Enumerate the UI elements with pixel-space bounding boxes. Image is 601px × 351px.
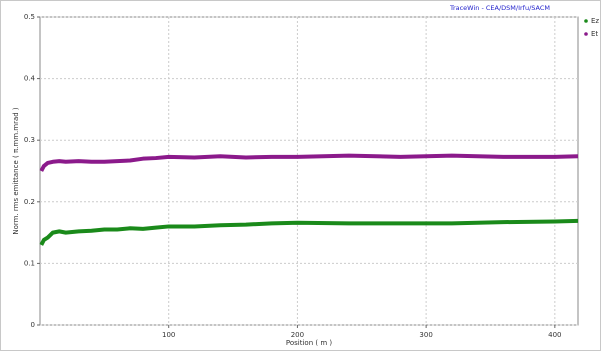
chart-title: TraceWin - CEA/DSM/Irfu/SACM: [449, 4, 550, 12]
x-tick-label: 300: [419, 331, 432, 339]
series-line: [39, 218, 579, 246]
legend-marker: [584, 32, 588, 36]
y-tick-label: 0.4: [24, 75, 36, 83]
legend-marker: [584, 19, 588, 23]
x-tick-label: 100: [162, 331, 175, 339]
x-axis-label: Position ( m ): [286, 339, 332, 347]
y-tick-label: 0.3: [24, 136, 35, 144]
plot-area: [39, 16, 579, 326]
y-axis-label: Norm. rms emittance ( π.mm.mrad ): [12, 107, 20, 235]
legend-label: Et: [591, 30, 598, 38]
y-tick-label: 0.5: [24, 13, 35, 21]
series-line: [39, 153, 579, 172]
y-tick-label: 0.1: [24, 259, 35, 267]
y-tick-label: 0.2: [24, 198, 35, 206]
legend-label: Ez: [591, 17, 599, 25]
x-tick-label: 200: [291, 331, 304, 339]
y-tick-label: 0: [31, 321, 35, 329]
x-tick-label: 400: [548, 331, 561, 339]
